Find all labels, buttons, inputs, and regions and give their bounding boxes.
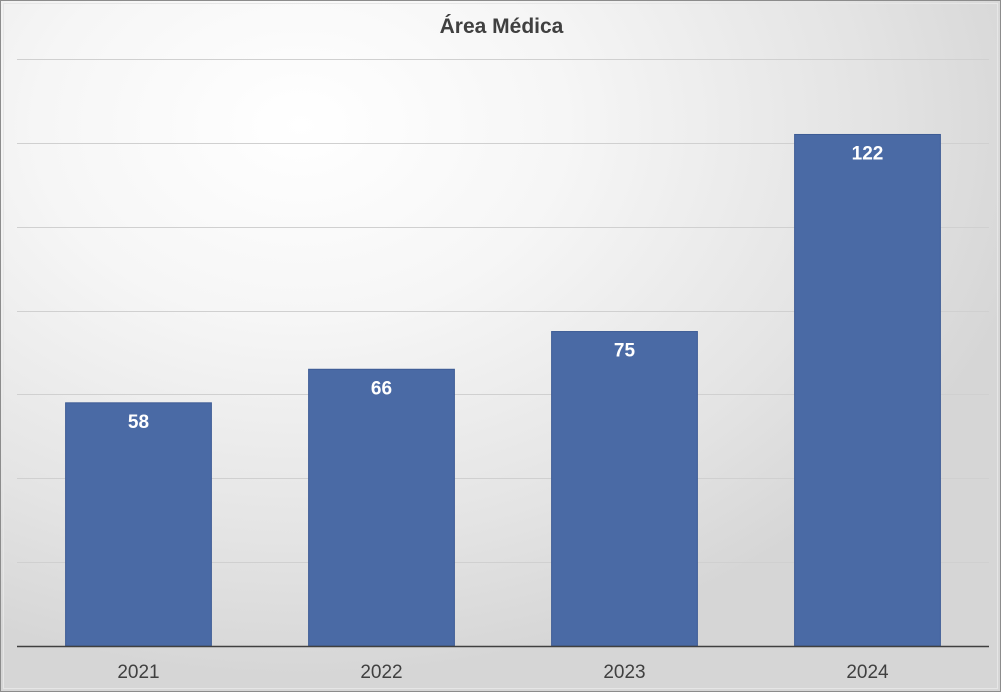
- data-label-2022: 66: [371, 378, 392, 399]
- data-label-2024: 122: [852, 143, 884, 164]
- x-axis-tick-labels: 2021 2022 2023 2024: [117, 662, 889, 683]
- data-label-2023: 75: [614, 341, 636, 362]
- data-labels: 58 66 75 122: [128, 143, 883, 432]
- bar-2023: [551, 331, 698, 647]
- data-label-2021: 58: [128, 412, 149, 433]
- x-tick-label-2024: 2024: [846, 662, 889, 683]
- x-tick-label-2022: 2022: [360, 662, 402, 683]
- bars: [65, 133, 941, 647]
- x-tick-label-2023: 2023: [603, 662, 645, 683]
- chart-title: Área Médica: [439, 15, 564, 38]
- x-tick-label-2021: 2021: [117, 662, 159, 683]
- bar-2021: [65, 402, 212, 647]
- bar-2022: [308, 368, 455, 647]
- bar-2024: [794, 133, 941, 647]
